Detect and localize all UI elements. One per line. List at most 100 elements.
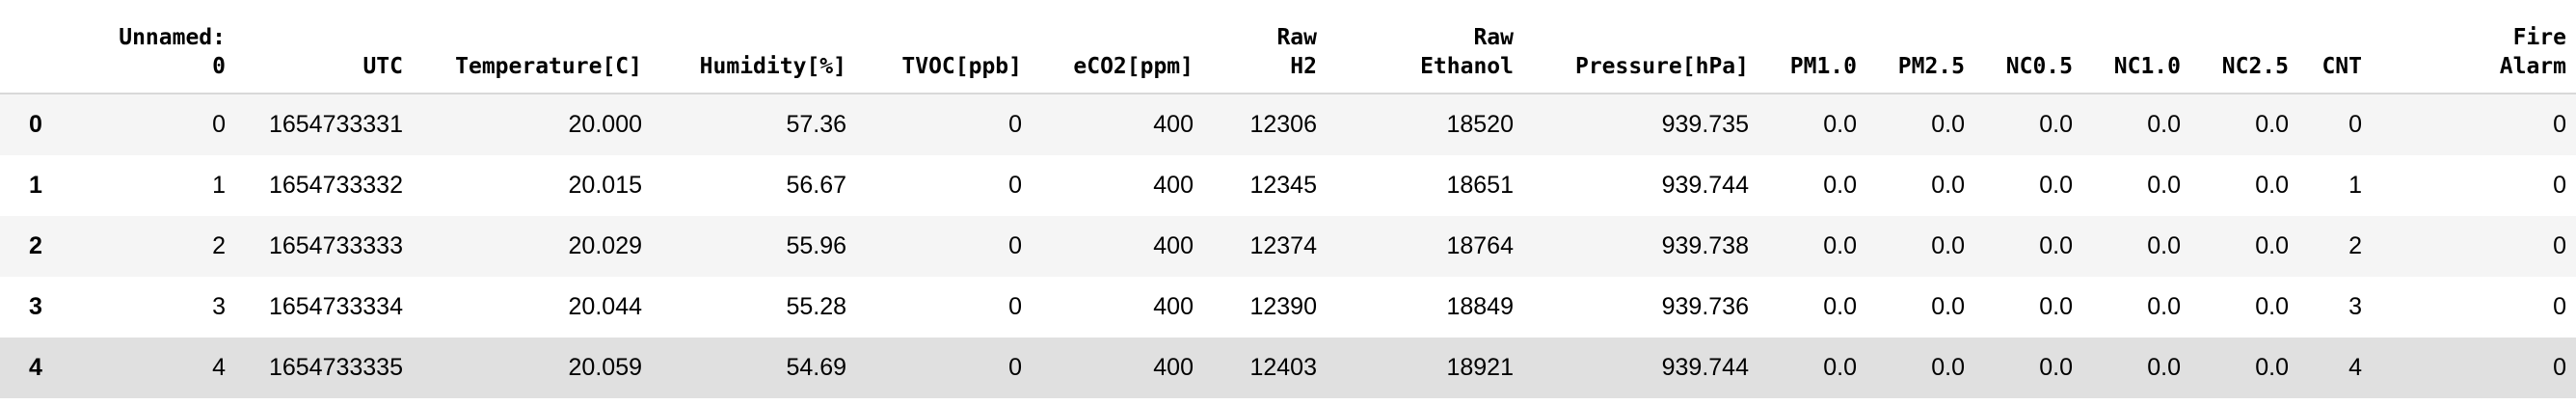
cell-raw-ethanol: 18849 xyxy=(1446,293,1514,320)
cell-nc0-5: 0.0 xyxy=(2039,172,2073,199)
cell-eco2: 400 xyxy=(1153,354,1194,381)
cell-pressure: 939.738 xyxy=(1661,232,1749,259)
cell-nc1-0: 0.0 xyxy=(2147,232,2181,259)
cell-nc1-0: 0.0 xyxy=(2147,354,2181,381)
cell-pm1-0: 0.0 xyxy=(1823,232,1857,259)
header-utc: UTC xyxy=(235,14,413,94)
cell-pm2-5: 0.0 xyxy=(1931,172,1965,199)
cell-unnamed-0: 0 xyxy=(212,111,226,138)
cell-nc2-5: 0.0 xyxy=(2255,354,2289,381)
cell-pm2-5: 0.0 xyxy=(1931,293,1965,320)
cell-raw-h2: 12403 xyxy=(1249,354,1317,381)
cell-tvoc: 0 xyxy=(1008,293,1022,320)
cell-pm1-0: 0.0 xyxy=(1823,293,1857,320)
table-body: 0 0 1654733331 20.000 57.36 0 400 12306 … xyxy=(0,94,2576,398)
cell-raw-h2: 12374 xyxy=(1249,232,1317,259)
cell-humidity: 57.36 xyxy=(786,111,846,138)
cell-humidity: 56.67 xyxy=(786,172,846,199)
header-row: Unnamed: 0 UTC Temperature[C] Humidity[%… xyxy=(0,14,2576,94)
cell-pm2-5: 0.0 xyxy=(1931,111,1965,138)
cell-raw-ethanol: 18764 xyxy=(1446,232,1514,259)
table-header: Unnamed: 0 UTC Temperature[C] Humidity[%… xyxy=(0,14,2576,94)
table-row: 4 4 1654733335 20.059 54.69 0 400 12403 … xyxy=(0,338,2576,398)
cell-temperature: 20.044 xyxy=(568,293,642,320)
cell-nc1-0: 0.0 xyxy=(2147,293,2181,320)
dataframe-table: Unnamed: 0 UTC Temperature[C] Humidity[%… xyxy=(0,14,2576,398)
cell-nc0-5: 0.0 xyxy=(2039,354,2073,381)
cell-nc0-5: 0.0 xyxy=(2039,111,2073,138)
cell-pm1-0: 0.0 xyxy=(1823,111,1857,138)
row-index: 0 xyxy=(29,111,42,138)
cell-raw-ethanol: 18921 xyxy=(1446,354,1514,381)
header-nc1-0: NC1.0 xyxy=(2082,14,2190,94)
cell-nc0-5: 0.0 xyxy=(2039,232,2073,259)
cell-utc: 1654733334 xyxy=(268,293,403,320)
cell-utc: 1654733331 xyxy=(268,111,403,138)
table-row: 0 0 1654733331 20.000 57.36 0 400 12306 … xyxy=(0,94,2576,155)
cell-raw-ethanol: 18520 xyxy=(1446,111,1514,138)
cell-tvoc: 0 xyxy=(1008,172,1022,199)
cell-pm2-5: 0.0 xyxy=(1931,232,1965,259)
table-row: 3 3 1654733334 20.044 55.28 0 400 12390 … xyxy=(0,277,2576,338)
header-nc0-5: NC0.5 xyxy=(1974,14,2082,94)
cell-fire-alarm: 0 xyxy=(2553,354,2566,381)
cell-cnt: 3 xyxy=(2348,293,2362,320)
cell-utc: 1654733335 xyxy=(268,354,403,381)
cell-pressure: 939.735 xyxy=(1661,111,1749,138)
header-tvoc: TVOC[ppb] xyxy=(856,14,1032,94)
cell-eco2: 400 xyxy=(1153,232,1194,259)
cell-utc: 1654733333 xyxy=(268,232,403,259)
row-index: 2 xyxy=(29,232,42,259)
cell-raw-ethanol: 18651 xyxy=(1446,172,1514,199)
cell-utc: 1654733332 xyxy=(268,172,403,199)
cell-tvoc: 0 xyxy=(1008,232,1022,259)
cell-nc2-5: 0.0 xyxy=(2255,293,2289,320)
cell-raw-h2: 12390 xyxy=(1249,293,1317,320)
cell-nc2-5: 0.0 xyxy=(2255,111,2289,138)
header-temperature: Temperature[C] xyxy=(413,14,652,94)
cell-nc1-0: 0.0 xyxy=(2147,172,2181,199)
header-unnamed-0: Unnamed: 0 xyxy=(81,14,235,94)
cell-pm1-0: 0.0 xyxy=(1823,172,1857,199)
row-index: 1 xyxy=(29,172,42,199)
cell-cnt: 1 xyxy=(2348,172,2362,199)
cell-nc0-5: 0.0 xyxy=(2039,293,2073,320)
cell-nc1-0: 0.0 xyxy=(2147,111,2181,138)
cell-tvoc: 0 xyxy=(1008,354,1022,381)
cell-unnamed-0: 1 xyxy=(212,172,226,199)
cell-pm2-5: 0.0 xyxy=(1931,354,1965,381)
cell-fire-alarm: 0 xyxy=(2553,172,2566,199)
cell-unnamed-0: 4 xyxy=(212,354,226,381)
cell-pm1-0: 0.0 xyxy=(1823,354,1857,381)
cell-pressure: 939.744 xyxy=(1661,172,1749,199)
cell-raw-h2: 12306 xyxy=(1249,111,1317,138)
header-humidity: Humidity[%] xyxy=(652,14,856,94)
cell-humidity: 55.96 xyxy=(786,232,846,259)
cell-cnt: 0 xyxy=(2348,111,2362,138)
cell-pressure: 939.744 xyxy=(1661,354,1749,381)
cell-fire-alarm: 0 xyxy=(2553,232,2566,259)
cell-temperature: 20.000 xyxy=(568,111,642,138)
cell-temperature: 20.059 xyxy=(568,354,642,381)
cell-eco2: 400 xyxy=(1153,172,1194,199)
header-nc2-5: NC2.5 xyxy=(2190,14,2298,94)
table-row: 2 2 1654733333 20.029 55.96 0 400 12374 … xyxy=(0,216,2576,277)
dataframe-output: Unnamed: 0 UTC Temperature[C] Humidity[%… xyxy=(0,14,2576,398)
cell-nc2-5: 0.0 xyxy=(2255,172,2289,199)
cell-temperature: 20.015 xyxy=(568,172,642,199)
cell-cnt: 2 xyxy=(2348,232,2362,259)
cell-temperature: 20.029 xyxy=(568,232,642,259)
cell-unnamed-0: 3 xyxy=(212,293,226,320)
cell-unnamed-0: 2 xyxy=(212,232,226,259)
cell-nc2-5: 0.0 xyxy=(2255,232,2289,259)
row-index: 4 xyxy=(29,354,42,381)
header-raw-h2: Raw H2 xyxy=(1203,14,1327,94)
header-index-corner xyxy=(0,14,81,94)
cell-tvoc: 0 xyxy=(1008,111,1022,138)
header-pm1-0: PM1.0 xyxy=(1758,14,1866,94)
row-index: 3 xyxy=(29,293,42,320)
cell-raw-h2: 12345 xyxy=(1249,172,1317,199)
table-row: 1 1 1654733332 20.015 56.67 0 400 12345 … xyxy=(0,155,2576,216)
header-cnt: CNT xyxy=(2298,14,2372,94)
header-eco2: eCO2[ppm] xyxy=(1032,14,1203,94)
